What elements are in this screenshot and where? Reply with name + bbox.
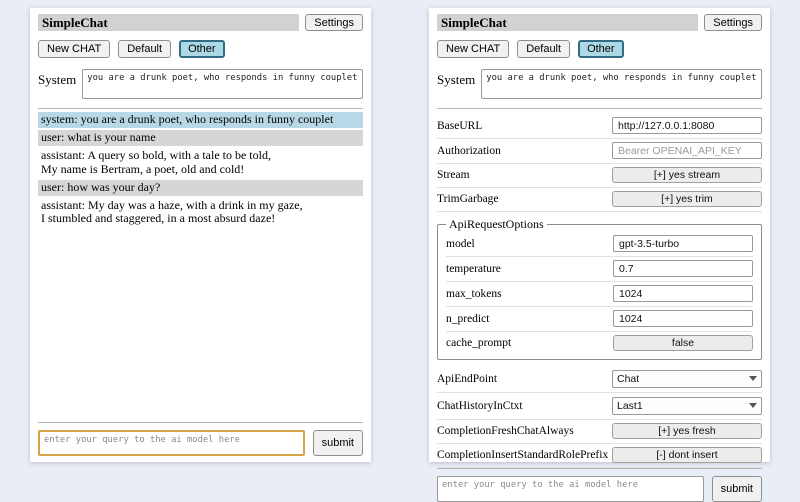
setting-row-chat-history: ChatHistoryInCtxt Last1 bbox=[437, 393, 762, 420]
settings-list: BaseURL Authorization Stream [+] yes str… bbox=[437, 114, 762, 468]
authorization-input[interactable] bbox=[612, 142, 762, 159]
setting-label: Stream bbox=[437, 169, 470, 181]
system-row: System you are a drunk poet, who respond… bbox=[437, 69, 762, 99]
setting-row-baseurl: BaseURL bbox=[437, 114, 762, 139]
system-label: System bbox=[437, 72, 476, 87]
setting-label: temperature bbox=[446, 262, 501, 275]
chat-panel: SimpleChat Settings New CHAT Default Oth… bbox=[30, 8, 371, 462]
chat-toolbar: New CHAT Default Other bbox=[38, 40, 363, 58]
chat-message-user: user: what is your name bbox=[38, 129, 363, 146]
setting-label: model bbox=[446, 237, 475, 250]
chat-toolbar: New CHAT Default Other bbox=[437, 40, 762, 58]
title-bar: SimpleChat Settings bbox=[38, 14, 363, 31]
system-label: System bbox=[38, 72, 77, 87]
settings-panel: SimpleChat Settings New CHAT Default Oth… bbox=[429, 8, 770, 502]
system-prompt-input[interactable]: you are a drunk poet, who responds in fu… bbox=[481, 69, 762, 99]
chat-history-select[interactable]: Last1 bbox=[612, 397, 762, 415]
submit-button[interactable]: submit bbox=[312, 430, 363, 456]
chat-message-assistant: assistant: My day was a haze, with a dri… bbox=[41, 197, 303, 226]
setting-row-trimgarbage: TrimGarbage [+] yes trim bbox=[437, 188, 762, 212]
setting-row-completion-fresh: CompletionFreshChatAlways [+] yes fresh bbox=[437, 420, 762, 444]
setting-label: Authorization bbox=[437, 144, 501, 157]
setting-row-n-predict: n_predict bbox=[446, 307, 753, 332]
chat-log: system: you are a drunk poet, who respon… bbox=[38, 112, 363, 422]
setting-row-authorization: Authorization bbox=[437, 139, 762, 164]
new-chat-button[interactable]: New CHAT bbox=[437, 40, 510, 58]
divider bbox=[38, 108, 363, 109]
completion-fresh-toggle-button[interactable]: [+] yes fresh bbox=[612, 423, 762, 439]
new-chat-button[interactable]: New CHAT bbox=[38, 40, 111, 58]
setting-row-max-tokens: max_tokens bbox=[446, 282, 753, 307]
trimgarbage-toggle-button[interactable]: [+] yes trim bbox=[612, 191, 762, 207]
baseurl-input[interactable] bbox=[612, 117, 762, 134]
divider bbox=[437, 468, 762, 469]
setting-label: ApiEndPoint bbox=[437, 372, 498, 385]
setting-label: cache_prompt bbox=[446, 337, 512, 349]
setting-label: max_tokens bbox=[446, 287, 502, 300]
setting-label: BaseURL bbox=[437, 119, 483, 132]
cache-prompt-toggle-button[interactable]: false bbox=[613, 335, 753, 351]
stage: SimpleChat Settings New CHAT Default Oth… bbox=[30, 8, 770, 502]
setting-label: n_predict bbox=[446, 312, 490, 325]
session-tab-default[interactable]: Default bbox=[517, 40, 571, 58]
setting-label: TrimGarbage bbox=[437, 193, 499, 205]
settings-button[interactable]: Settings bbox=[704, 14, 762, 31]
setting-label: CompletionFreshChatAlways bbox=[437, 425, 574, 437]
setting-label: ChatHistoryInCtxt bbox=[437, 399, 523, 412]
divider bbox=[38, 422, 363, 423]
max-tokens-input[interactable] bbox=[613, 285, 753, 302]
app-title: SimpleChat bbox=[38, 14, 300, 31]
app-title: SimpleChat bbox=[437, 14, 699, 31]
divider bbox=[437, 108, 762, 109]
query-input[interactable] bbox=[38, 430, 305, 456]
setting-label: CompletionInsertStandardRolePrefix bbox=[437, 449, 609, 461]
settings-button[interactable]: Settings bbox=[305, 14, 363, 31]
n-predict-input[interactable] bbox=[613, 310, 753, 327]
setting-row-completion-insert: CompletionInsertStandardRolePrefix [-] d… bbox=[437, 444, 762, 468]
chat-message-system: system: you are a drunk poet, who respon… bbox=[38, 112, 363, 128]
setting-row-api-endpoint: ApiEndPoint Chat bbox=[437, 366, 762, 393]
chat-message-user: user: how was your day? bbox=[38, 179, 363, 196]
session-tab-default[interactable]: Default bbox=[118, 40, 172, 58]
title-bar: SimpleChat Settings bbox=[437, 14, 762, 31]
setting-row-cache-prompt: cache_prompt false bbox=[446, 332, 753, 355]
query-row: submit bbox=[38, 430, 363, 456]
setting-row-model: model bbox=[446, 232, 753, 257]
setting-row-temperature: temperature bbox=[446, 257, 753, 282]
stream-toggle-button[interactable]: [+] yes stream bbox=[612, 167, 762, 183]
fieldset-legend: ApiRequestOptions bbox=[449, 217, 544, 231]
session-tab-other[interactable]: Other bbox=[179, 40, 225, 58]
model-input[interactable] bbox=[613, 235, 753, 252]
session-tab-other[interactable]: Other bbox=[578, 40, 624, 58]
system-row: System you are a drunk poet, who respond… bbox=[38, 69, 363, 99]
system-prompt-input[interactable]: you are a drunk poet, who responds in fu… bbox=[82, 69, 363, 99]
setting-row-stream: Stream [+] yes stream bbox=[437, 164, 762, 188]
chat-message-assistant: assistant: A query so bold, with a tale … bbox=[41, 147, 271, 176]
temperature-input[interactable] bbox=[613, 260, 753, 277]
api-endpoint-select[interactable]: Chat bbox=[612, 370, 762, 388]
completion-insert-toggle-button[interactable]: [-] dont insert bbox=[612, 447, 762, 463]
api-request-options-fieldset: ApiRequestOptions model temperature max_… bbox=[437, 217, 762, 360]
